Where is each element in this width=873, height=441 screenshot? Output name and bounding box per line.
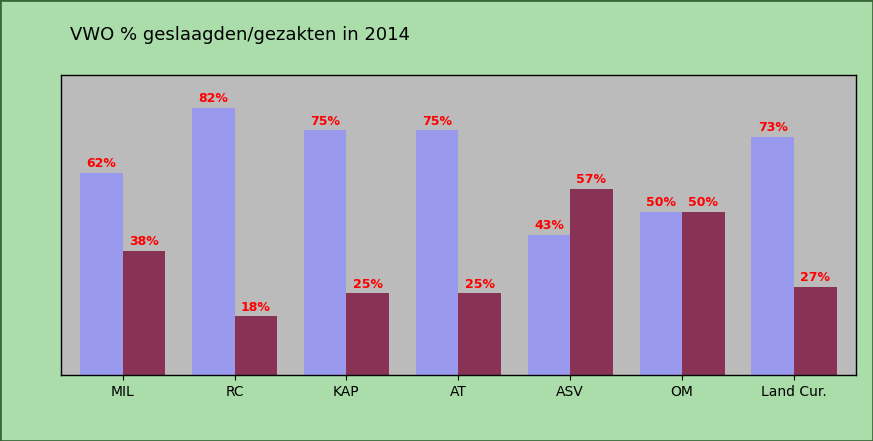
Bar [235, 316, 277, 375]
Bar [682, 212, 725, 375]
Bar [794, 287, 836, 375]
Bar [347, 293, 389, 375]
Bar [640, 212, 682, 375]
Bar [416, 131, 458, 375]
Bar [458, 293, 501, 375]
Text: 50%: 50% [689, 196, 718, 209]
Bar [80, 173, 122, 375]
Bar [122, 251, 165, 375]
Text: VWO % geslaagden/gezakten in 2014: VWO % geslaagden/gezakten in 2014 [70, 26, 409, 44]
Text: 25%: 25% [464, 278, 495, 291]
Text: 75%: 75% [310, 115, 340, 128]
Text: 38%: 38% [129, 235, 159, 248]
Bar [527, 235, 570, 375]
Text: 73%: 73% [758, 121, 787, 135]
Text: 62%: 62% [86, 157, 116, 170]
Text: 25%: 25% [353, 278, 382, 291]
Text: 50%: 50% [646, 196, 676, 209]
Bar [752, 137, 794, 375]
Text: 75%: 75% [422, 115, 452, 128]
Bar [192, 108, 235, 375]
Bar [304, 131, 347, 375]
Text: 82%: 82% [198, 92, 228, 105]
Bar [570, 189, 613, 375]
Text: 18%: 18% [241, 301, 271, 314]
Text: 27%: 27% [801, 271, 830, 284]
Text: 57%: 57% [576, 173, 607, 187]
Text: 43%: 43% [534, 219, 564, 232]
